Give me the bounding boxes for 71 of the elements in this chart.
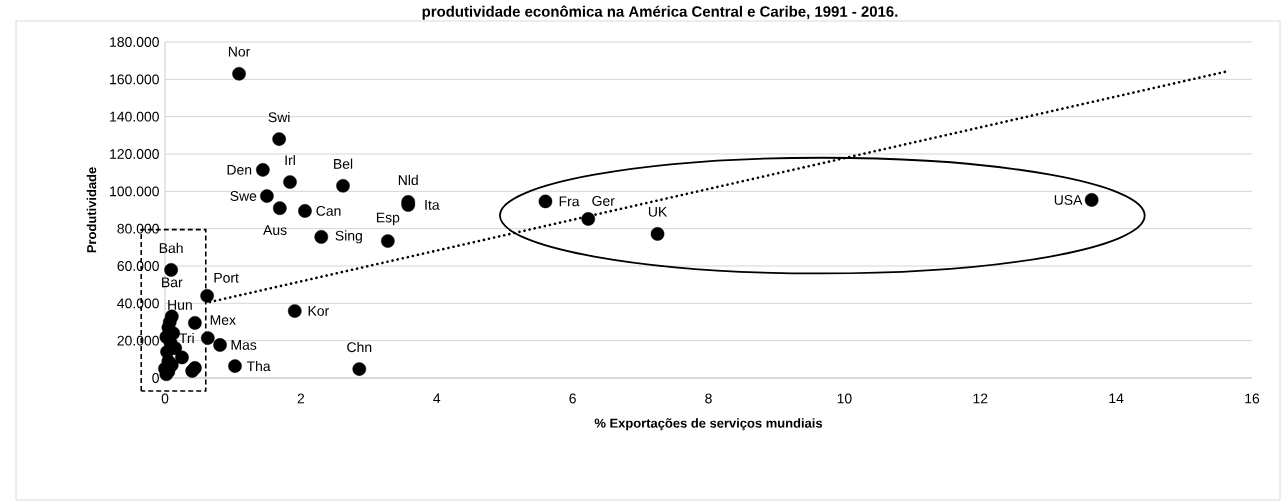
- point: [336, 178, 350, 193]
- point: [272, 132, 286, 146]
- annotation: Nld: [398, 174, 418, 186]
- y-tick-label: 0: [152, 373, 159, 383]
- annotation: Tri: [179, 332, 194, 344]
- x-tick-label: 16: [1245, 393, 1260, 404]
- chart-title: produtividade econômica na América Central e Caribe, 1991 - 2016.: [422, 5, 898, 20]
- point: [283, 175, 297, 189]
- annotation: USA: [1054, 194, 1083, 205]
- annotation: Ger: [592, 196, 615, 206]
- y-tick-label: 40.000: [117, 298, 159, 309]
- point: [1084, 193, 1099, 207]
- x-tick-label: 0: [161, 393, 169, 404]
- annotation: Port: [214, 273, 239, 283]
- point: [256, 163, 270, 177]
- y-tick-label: 20.000: [117, 335, 159, 346]
- y-tick-label: 140.000: [110, 111, 159, 122]
- annotation: Swi: [268, 111, 290, 123]
- point: [213, 338, 227, 352]
- point: [232, 66, 246, 81]
- annotation: Esp: [376, 212, 400, 226]
- annotation: Mas: [231, 340, 257, 350]
- annotation: Tha: [246, 360, 271, 372]
- point: [650, 227, 665, 241]
- x-tick-label: 12: [973, 393, 988, 404]
- y-tick-label: 160.000: [110, 74, 159, 85]
- point: [352, 362, 367, 376]
- annotation: Bah: [159, 242, 183, 254]
- point: [200, 289, 214, 303]
- point: [314, 230, 329, 244]
- y-axis-title: Produtividade: [86, 167, 97, 253]
- annotation: UK: [648, 207, 668, 217]
- point: [188, 316, 202, 330]
- point: [260, 189, 274, 203]
- point: [298, 204, 312, 218]
- annotation: Irl: [285, 154, 295, 166]
- annotation: Fra: [559, 196, 580, 207]
- annotation: Ita: [425, 200, 440, 210]
- y-tick-label: 60.000: [117, 261, 159, 271]
- annotation: Den: [227, 165, 252, 175]
- x-tick-label: 10: [837, 393, 852, 404]
- annotation: Sing: [335, 230, 362, 244]
- annotation: Swe: [230, 191, 257, 201]
- x-tick-label: 2: [297, 393, 305, 404]
- y-tick-label: 180.000: [110, 37, 159, 47]
- x-axis-title: % Exportações de serviços mundiais: [594, 418, 823, 431]
- annotation: Hun: [168, 300, 192, 310]
- y-tick-label: 80.000: [117, 223, 159, 234]
- annotation: Nor: [228, 46, 251, 57]
- point: [164, 263, 178, 277]
- x-tick-label: 14: [1109, 393, 1124, 404]
- point: [381, 234, 395, 248]
- annotation: Chn: [347, 341, 372, 353]
- annotation: Mex: [210, 315, 236, 325]
- annotation: Kor: [308, 306, 329, 316]
- point: [175, 350, 189, 365]
- point: [273, 201, 287, 215]
- y-tick-label: 120.000: [110, 149, 159, 159]
- annotation: Bar: [162, 277, 183, 288]
- annotation: Aus: [263, 225, 287, 235]
- point: [581, 212, 596, 226]
- point: [201, 331, 215, 345]
- annotation: Can: [316, 205, 341, 216]
- y-tick-label: 100.000: [110, 186, 159, 197]
- x-tick-label: 6: [569, 393, 576, 404]
- x-tick-label: 8: [705, 393, 712, 404]
- point: [287, 304, 302, 318]
- x-tick-label: 4: [433, 393, 441, 404]
- point: [228, 359, 242, 373]
- point: [538, 194, 553, 209]
- annotation: Bel: [334, 158, 353, 169]
